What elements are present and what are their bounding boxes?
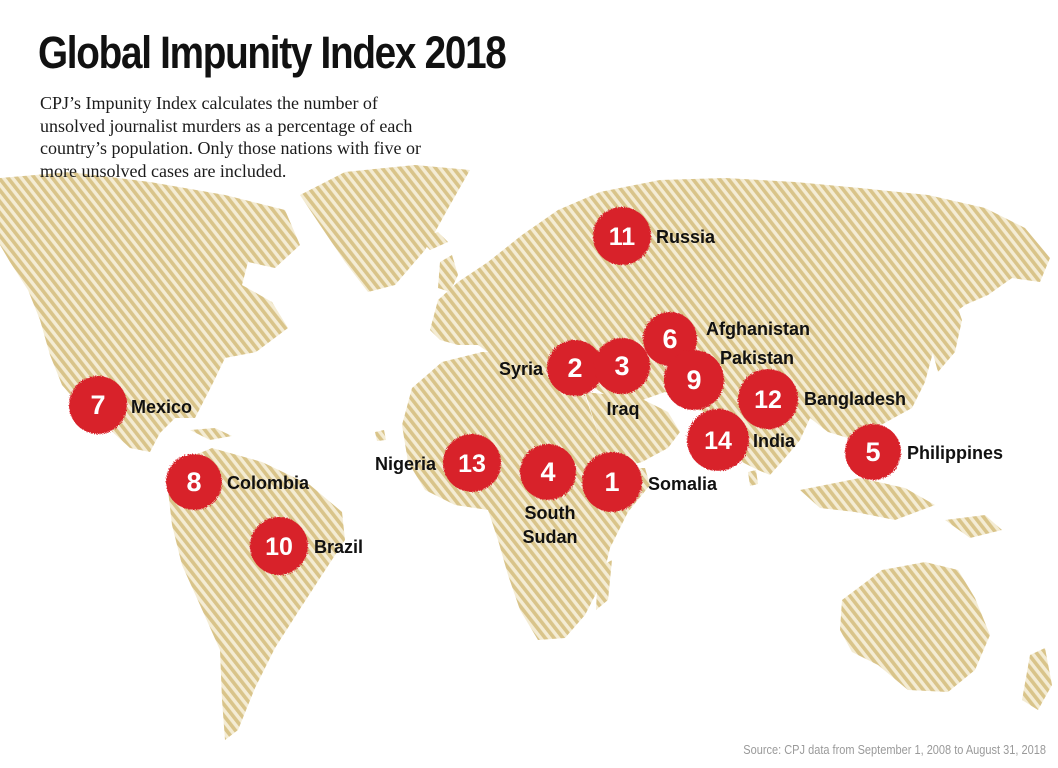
marker-circle-nigeria [443,434,501,492]
marker-rank-india: 14 [704,427,732,455]
marker-brazil: 10 Brazil [250,517,363,575]
marker-rank-philippines: 5 [865,437,880,467]
marker-pakistan: 9 Pakistan [664,348,794,410]
marker-label-bangladesh: Bangladesh [804,389,906,409]
north-america-shape [0,172,300,452]
marker-india: 14 India [687,409,796,471]
marker-rank-somalia: 1 [604,467,619,497]
marker-label-south-sudan: South Sudan [522,503,577,547]
new-guinea-shape [945,515,1002,538]
japan-shape [932,292,962,372]
marker-label-iraq: Iraq [606,399,639,419]
marker-label-colombia: Colombia [227,473,310,493]
marker-rank-afghanistan: 6 [662,324,677,354]
marker-label-india: India [753,431,796,451]
marker-rank-iraq: 3 [614,351,629,381]
marker-rank-south-sudan: 4 [540,457,555,487]
marker-rank-russia: 11 [609,223,636,251]
marker-label-mexico: Mexico [131,397,192,417]
marker-mexico: 7 Mexico [69,376,192,434]
marker-circle-somalia [582,452,642,512]
marker-philippines: 5 Philippines [845,424,1003,480]
marker-label-brazil: Brazil [314,537,363,557]
marker-south-sudan: 4 South Sudan [520,444,578,547]
marker-label-somalia: Somalia [648,474,718,494]
caribbean-shape [190,428,232,440]
page-title: Global Impunity Index 2018 [38,27,507,78]
marker-label-line: Sudan [522,527,577,547]
marker-circle-brazil [250,517,308,575]
marker-circle-bangladesh [738,369,798,429]
marker-rank-colombia: 8 [186,467,201,497]
uk-shape [438,255,458,292]
new-zealand-shape [1022,648,1052,710]
greenland-shape [300,165,470,292]
marker-syria: 2 Syria [499,340,603,396]
marker-bangladesh: 12 Bangladesh [738,369,906,429]
marker-label-pakistan: Pakistan [720,348,794,368]
marker-nigeria: 13 Nigeria [375,434,501,492]
marker-colombia: 8 Colombia [166,454,310,510]
marker-iraq: 3 Iraq [594,338,650,419]
marker-label-afghanistan: Afghanistan [706,319,810,339]
marker-circle-syria [547,340,603,396]
arabia-shape [585,392,680,468]
marker-rank-mexico: 7 [90,390,105,420]
source-note: Source: CPJ data from September 1, 2008 … [743,743,1046,757]
marker-rank-pakistan: 9 [686,365,701,395]
marker-label-philippines: Philippines [907,443,1003,463]
marker-label-nigeria: Nigeria [375,454,437,474]
marker-rank-syria: 2 [567,353,582,383]
indonesia-shape [800,478,935,520]
marker-rank-brazil: 10 [265,533,293,561]
marker-circle-india [687,409,749,471]
marker-rank-nigeria: 13 [458,450,486,478]
marker-circle-mexico [69,376,127,434]
eurasia-shape [430,178,1050,475]
marker-rank-bangladesh: 12 [754,386,782,414]
sri-lanka-shape [748,470,758,486]
marker-circle-russia [593,207,651,265]
marker-label-russia: Russia [656,227,716,247]
iceland-shape [418,232,448,250]
marker-circle-philippines [845,424,901,480]
madagascar-shape [596,560,612,610]
africa-shape [402,352,650,640]
marker-label-syria: Syria [499,359,544,379]
map-description: CPJ’s Impunity Index calculates the numb… [40,93,421,181]
marker-russia: 11 Russia [593,207,716,265]
marker-somalia: 1 Somalia [582,452,718,512]
marker-circle-colombia [166,454,222,510]
atlantic-islands-shape [375,430,386,441]
marker-label-line: South [525,503,576,523]
marker-circle-iraq [594,338,650,394]
marker-circle-pakistan [664,350,724,410]
australia-shape [840,562,990,692]
marker-circle-south-sudan [520,444,576,500]
south-america-shape [168,448,345,740]
